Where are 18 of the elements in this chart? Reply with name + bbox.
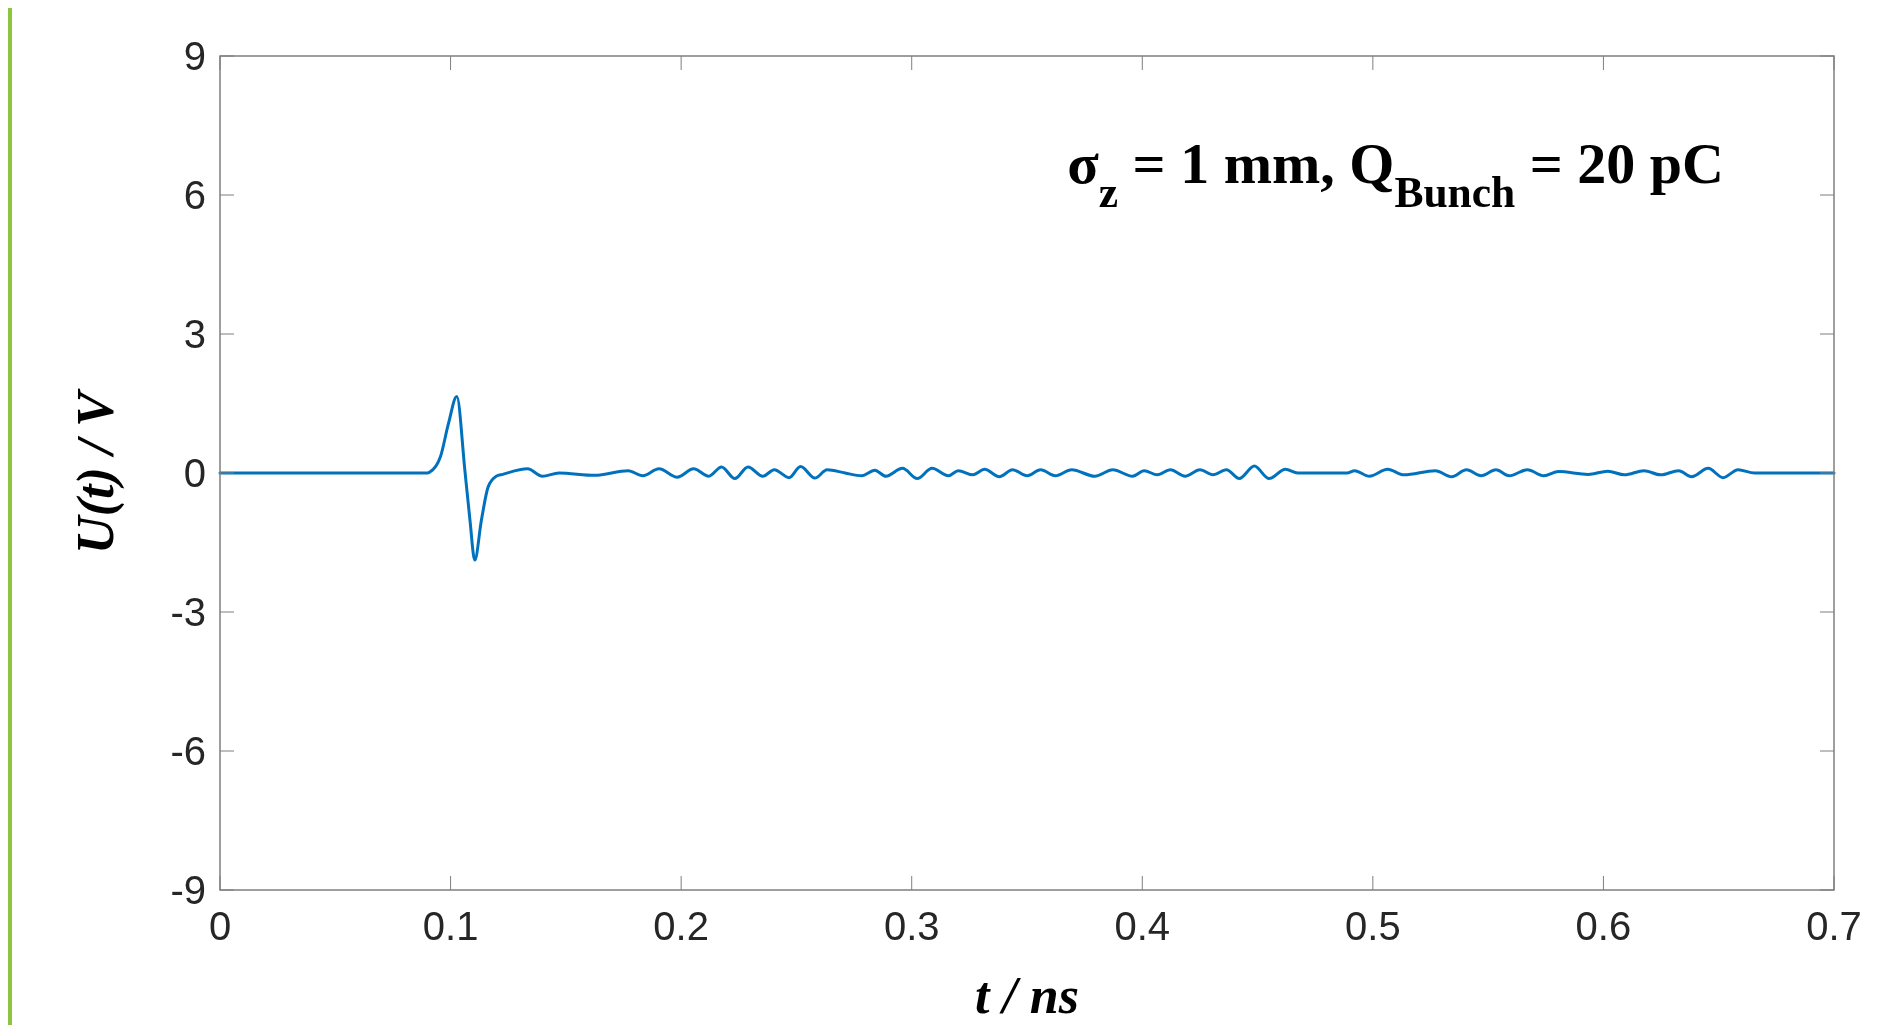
x-tick-label: 0.3: [883, 904, 940, 948]
x-tick-label: 0.7: [1806, 904, 1862, 948]
x-axis-title: t / ns: [974, 967, 1080, 1024]
y-tick-label: 0: [183, 451, 206, 495]
y-tick-label: 3: [183, 312, 206, 356]
x-tick-label: 0.4: [1114, 904, 1171, 948]
y-tick-label: -6: [170, 729, 206, 773]
y-tick-label: -9: [170, 868, 206, 912]
y-tick-label: 6: [183, 173, 206, 217]
y-axis-title: U(t) / V: [67, 387, 125, 554]
x-tick-label: 0.2: [653, 904, 709, 948]
x-tick-label: 0.5: [1345, 904, 1401, 948]
x-tick-label: 0.6: [1575, 904, 1632, 948]
line-series: [218, 395, 1836, 562]
y-tick-label: -3: [170, 590, 206, 634]
y-tick-label: 9: [183, 34, 206, 78]
annotation: σ$_{z}$ = 1 mm, Q$_{Bunch}$ = 20 pC: [1067, 131, 1724, 216]
x-tick-label: 0.1: [422, 904, 479, 948]
